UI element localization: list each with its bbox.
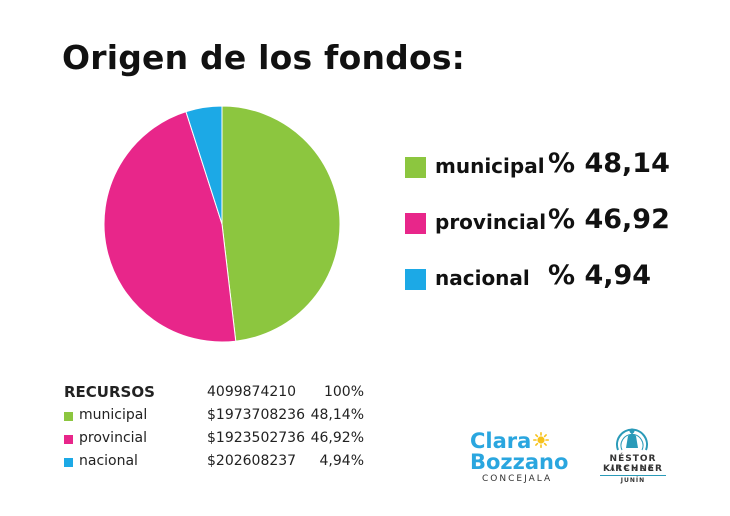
table-header-value: 4099874210 (207, 384, 297, 400)
legend-value-municipal: % 48,14 (548, 148, 670, 179)
logo-subtitle: CONCEJALA (482, 474, 553, 484)
table-header-pct: 100% (323, 384, 364, 400)
table-row: municipal $1973708236 48,14% (62, 406, 382, 428)
ateneo-emblem-icon (616, 428, 648, 451)
table-row: nacional $202608237 4,94% (62, 452, 382, 474)
logo2-divider (600, 475, 666, 476)
legend-swatch-provincial (405, 213, 426, 234)
chart-title: Origen de los fondos: (62, 38, 466, 77)
table-cell-pct: 48,14% (310, 407, 364, 423)
legend-swatch-municipal (405, 157, 426, 178)
sun-icon (533, 432, 549, 448)
legend-label-nacional: nacional (435, 266, 530, 290)
legend-item-municipal: municipal % 48,14 (405, 148, 705, 188)
table-swatch-provincial (64, 435, 73, 444)
table-cell-value: $202608237 (207, 453, 297, 469)
legend-label-municipal: municipal (435, 154, 545, 178)
legend-value-provincial: % 46,92 (548, 204, 670, 235)
logo-line-2: Bozzano (470, 450, 569, 474)
table-cell-value: $1923502736 (207, 430, 305, 446)
pie-chart (103, 105, 341, 343)
table-swatch-nacional (64, 458, 73, 467)
legend-value-nacional: % 4,94 (548, 260, 652, 291)
logo2-line-3: JUNÍN (620, 477, 646, 484)
pie-slice-municipal (221, 105, 341, 342)
table-swatch-municipal (64, 412, 73, 421)
table-cell-value: $1973708236 (207, 407, 305, 423)
table-row: provincial $1923502736 46,92% (62, 429, 382, 451)
table-header-row: RECURSOS 4099874210 100% (62, 383, 382, 405)
table-cell-pct: 4,94% (319, 453, 364, 469)
table-cell-name: provincial (79, 430, 148, 446)
table-cell-name: municipal (79, 407, 148, 423)
clara-bozzano-logo: Clara Bozzano CONCEJALA (470, 428, 580, 484)
table-cell-name: nacional (79, 453, 138, 469)
legend-swatch-nacional (405, 269, 426, 290)
table-header-name: RECURSOS (64, 383, 155, 401)
logo-line-1: Clara (470, 429, 532, 453)
table-cell-pct: 46,92% (310, 430, 364, 446)
legend-item-nacional: nacional % 4,94 (405, 260, 705, 300)
pie-slice-nacional (185, 105, 223, 225)
legend-item-provincial: provincial % 46,92 (405, 204, 705, 244)
legend-label-provincial: provincial (435, 210, 547, 234)
pie-slice-provincial (103, 111, 237, 343)
logo2-line-2: ATENEO (609, 465, 657, 473)
ateneo-nestor-kirchner-logo: NÉSTOR KIRCHNER ATENEO JUNÍN (578, 418, 688, 488)
logo2-line-1: NÉSTOR KIRCHNER (602, 454, 663, 474)
